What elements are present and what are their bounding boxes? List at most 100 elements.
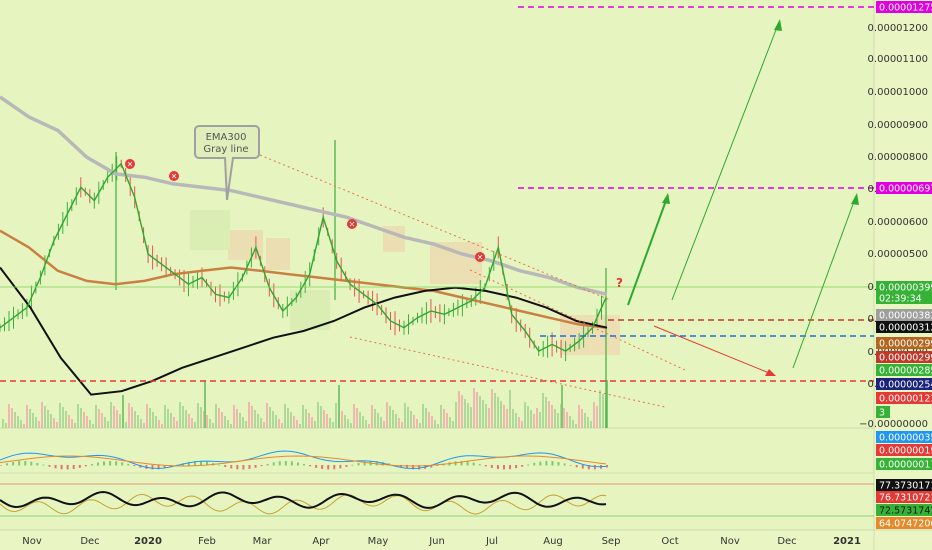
volume-bar bbox=[152, 412, 154, 428]
volume-bar bbox=[188, 414, 190, 428]
macd-hist bbox=[412, 465, 415, 470]
time-axis[interactable]: Nov Dec 2020 Feb Mar Apr May Jun Jul Aug Sep Oct Nov… bbox=[22, 536, 861, 547]
volume-bar bbox=[512, 409, 514, 428]
volume-bar bbox=[47, 410, 49, 428]
price-tag-label: 0.00001275 bbox=[879, 3, 932, 14]
volume-bar bbox=[386, 402, 388, 428]
volume-bar bbox=[551, 405, 553, 428]
volume-bar bbox=[308, 413, 310, 428]
volume-bar bbox=[596, 406, 598, 428]
macd-hist bbox=[42, 464, 45, 466]
macd-hist bbox=[0, 465, 2, 466]
macd-hist bbox=[557, 462, 560, 466]
volume-bar bbox=[599, 390, 601, 428]
volume-bar bbox=[590, 421, 592, 428]
macd-hist bbox=[490, 465, 493, 468]
macd-hist bbox=[484, 465, 487, 467]
volume-bar bbox=[296, 420, 298, 428]
price-tick-label: 0.00000500 bbox=[868, 249, 928, 260]
volume-bar bbox=[74, 423, 76, 428]
volume-bar bbox=[341, 411, 343, 428]
macd-hist bbox=[375, 461, 378, 466]
macd-hist bbox=[103, 461, 106, 466]
macd-hist bbox=[218, 464, 221, 466]
macd-hist bbox=[345, 465, 348, 467]
volume-bar bbox=[155, 416, 157, 428]
volume-bar bbox=[533, 414, 535, 428]
volume-bar bbox=[236, 409, 238, 428]
volume-bar bbox=[455, 402, 457, 428]
svg-text:✕: ✕ bbox=[171, 172, 178, 181]
macd-hist bbox=[193, 461, 196, 466]
volume-bar bbox=[170, 413, 172, 428]
volume-bars bbox=[2, 380, 608, 428]
price-tag-box bbox=[876, 364, 932, 376]
volume-bar bbox=[443, 409, 445, 428]
volume-bar bbox=[257, 414, 259, 428]
volume-bar bbox=[320, 406, 322, 428]
volume-bar bbox=[146, 404, 148, 428]
volume-bar bbox=[305, 409, 307, 428]
volume-bar bbox=[92, 424, 94, 428]
macd-hist bbox=[242, 465, 245, 470]
volume-bar bbox=[374, 409, 376, 428]
volume-bar bbox=[413, 415, 415, 428]
time-tick-label: Mar bbox=[253, 536, 273, 547]
macd-hist bbox=[539, 461, 542, 466]
macd-hist bbox=[545, 461, 548, 466]
macd-hist bbox=[575, 465, 578, 468]
volume-bar bbox=[218, 408, 220, 428]
volume-bar bbox=[290, 412, 292, 428]
volume-spike bbox=[204, 380, 206, 428]
rsi-pane[interactable] bbox=[0, 474, 874, 530]
macd-hist bbox=[515, 465, 518, 469]
price-pane[interactable] bbox=[0, 0, 874, 428]
macd-tag-box bbox=[876, 444, 932, 456]
volume-bar bbox=[587, 417, 589, 428]
macd-hist bbox=[12, 461, 15, 466]
volume-bar bbox=[461, 395, 463, 428]
macd-hist bbox=[321, 465, 324, 469]
rsi-tag-label: 72.57317417 bbox=[879, 506, 932, 517]
volume-bar bbox=[134, 411, 136, 428]
volume-bar bbox=[368, 424, 370, 428]
volume-bar bbox=[191, 418, 193, 428]
price-tag-label: 0.00000299 bbox=[879, 353, 932, 364]
macd-hist bbox=[121, 462, 124, 466]
macd-hist bbox=[115, 461, 118, 466]
volume-bar bbox=[572, 420, 574, 428]
price-tag-box bbox=[876, 182, 932, 194]
volume-bar bbox=[347, 419, 349, 428]
volume-bar bbox=[530, 410, 532, 428]
macd-hist bbox=[466, 461, 469, 466]
rsi-tag-box bbox=[876, 479, 932, 491]
volume-bar bbox=[548, 401, 550, 428]
volume-bar bbox=[50, 414, 52, 428]
volume-bar bbox=[584, 413, 586, 428]
macd-hist bbox=[278, 461, 281, 466]
macd-tag-label: 0.00000019 bbox=[879, 446, 932, 457]
macd-hist bbox=[48, 465, 51, 467]
volume-bar bbox=[113, 406, 115, 428]
price-tick-label: 0.00000600 bbox=[868, 217, 928, 228]
macd-hist bbox=[248, 465, 251, 469]
price-tick-label: 0.00000900 bbox=[868, 120, 928, 131]
price-tag-box bbox=[876, 292, 932, 304]
volume-bar bbox=[356, 408, 358, 428]
volume-bar bbox=[11, 408, 13, 428]
price-tag-box bbox=[876, 337, 932, 349]
volume-bar bbox=[260, 418, 262, 428]
volume-bar bbox=[137, 415, 139, 428]
volume-bar bbox=[71, 419, 73, 428]
volume-bar bbox=[602, 394, 604, 428]
ema300-callout[interactable]: EMA300 Gray line bbox=[194, 125, 260, 201]
volume-bar bbox=[185, 410, 187, 428]
volume-bar bbox=[434, 420, 436, 428]
volume-bar bbox=[197, 403, 199, 428]
volume-bar bbox=[227, 420, 229, 428]
macd-hist bbox=[406, 465, 409, 469]
volume-bar bbox=[167, 409, 169, 428]
volume-bar bbox=[470, 407, 472, 428]
volume-bar bbox=[503, 405, 505, 428]
